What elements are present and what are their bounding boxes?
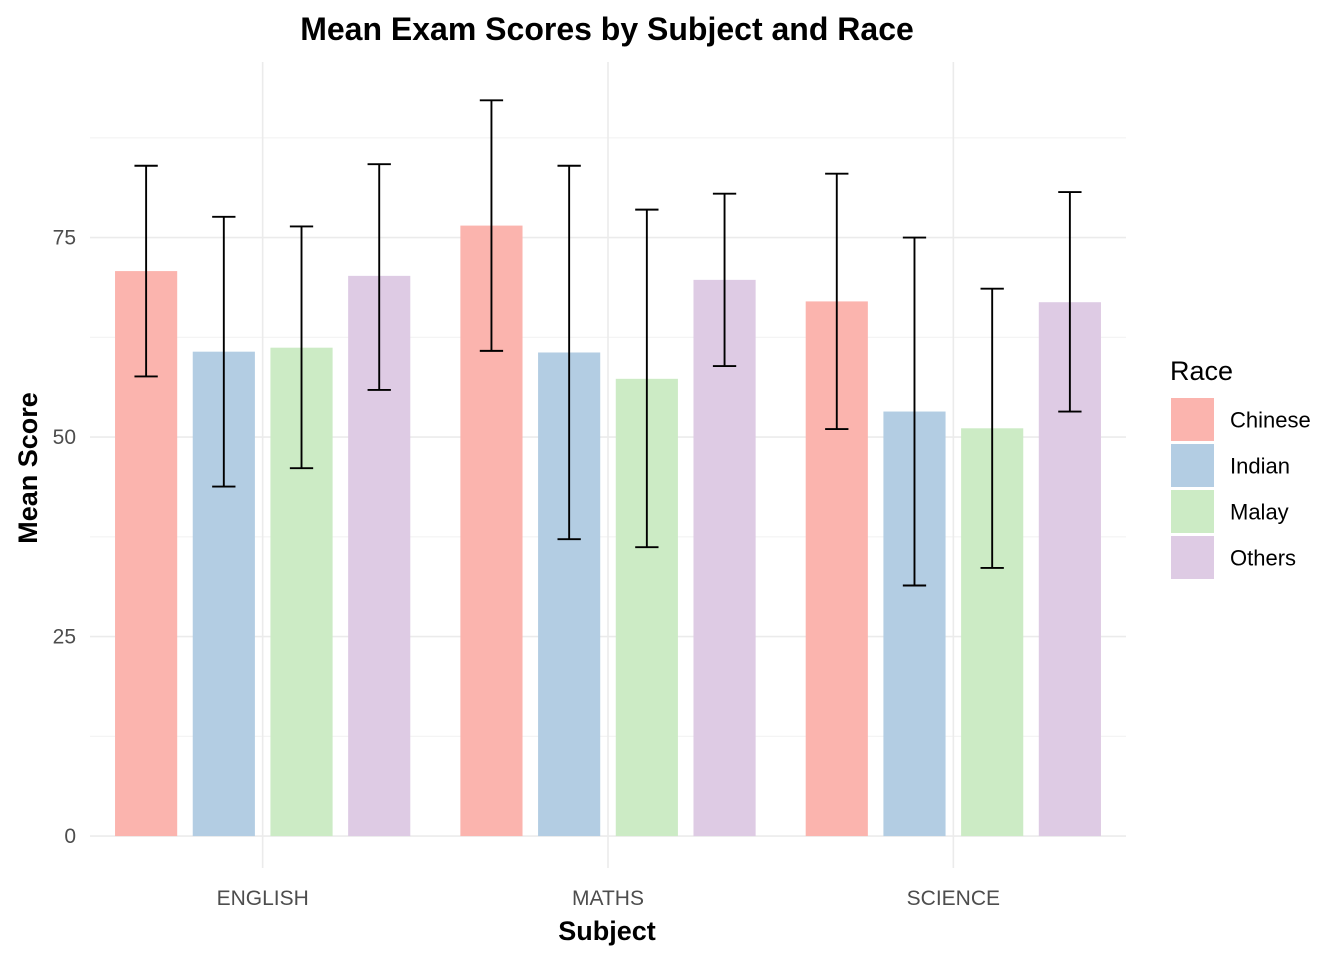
x-tick-label: MATHS xyxy=(572,887,644,910)
error-bar-malay-english xyxy=(289,225,314,470)
legend-item-malay: Malay xyxy=(1171,490,1289,533)
x-axis-title: Subject xyxy=(558,916,656,946)
error-bar-indian-maths xyxy=(557,164,581,541)
error-bar-others-science xyxy=(1058,191,1082,413)
legend-key xyxy=(1171,490,1214,533)
error-bars xyxy=(134,99,1082,587)
error-bar-others-english xyxy=(367,163,391,391)
x-axis-ticks: ENGLISH MATHS SCIENCE xyxy=(217,887,1000,910)
legend-key xyxy=(1171,536,1214,579)
chart-title: Mean Exam Scores by Subject and Race xyxy=(300,11,914,47)
error-bar-indian-science xyxy=(902,236,927,587)
error-bar-chinese-science xyxy=(825,172,849,431)
error-bar-others-maths xyxy=(712,192,737,367)
legend-label: Indian xyxy=(1230,454,1290,479)
x-tick-label: SCIENCE xyxy=(907,887,1000,910)
legend-key xyxy=(1171,398,1214,441)
bars xyxy=(115,225,1101,837)
legend-item-indian: Indian xyxy=(1171,444,1290,487)
y-tick-label: 50 xyxy=(53,426,76,449)
y-tick-label: 25 xyxy=(53,626,76,649)
y-axis-title: Mean Score xyxy=(13,392,43,544)
legend-items: Chinese Indian Malay Others xyxy=(1171,398,1311,579)
x-tick-label: ENGLISH xyxy=(217,887,309,910)
error-bar-chinese-maths xyxy=(479,99,504,352)
y-tick-label: 75 xyxy=(53,227,76,250)
y-axis-ticks: 0 25 50 75 xyxy=(53,227,76,849)
legend-label: Chinese xyxy=(1230,408,1311,433)
legend-title: Race xyxy=(1170,356,1233,386)
legend-item-chinese: Chinese xyxy=(1171,398,1311,441)
error-bar-malay-maths xyxy=(635,208,659,549)
legend-label: Others xyxy=(1230,546,1296,571)
error-bar-malay-science xyxy=(980,287,1004,569)
grid-lines xyxy=(90,62,1126,868)
legend: Race Chinese Indian Malay Others xyxy=(1170,356,1311,579)
legend-label: Malay xyxy=(1230,500,1289,525)
error-bar-indian-english xyxy=(212,215,236,488)
bar-others-maths xyxy=(693,279,756,837)
error-bar-chinese-english xyxy=(134,164,158,378)
y-tick-label: 0 xyxy=(64,825,76,848)
legend-key xyxy=(1171,444,1214,487)
legend-item-others: Others xyxy=(1171,536,1296,579)
